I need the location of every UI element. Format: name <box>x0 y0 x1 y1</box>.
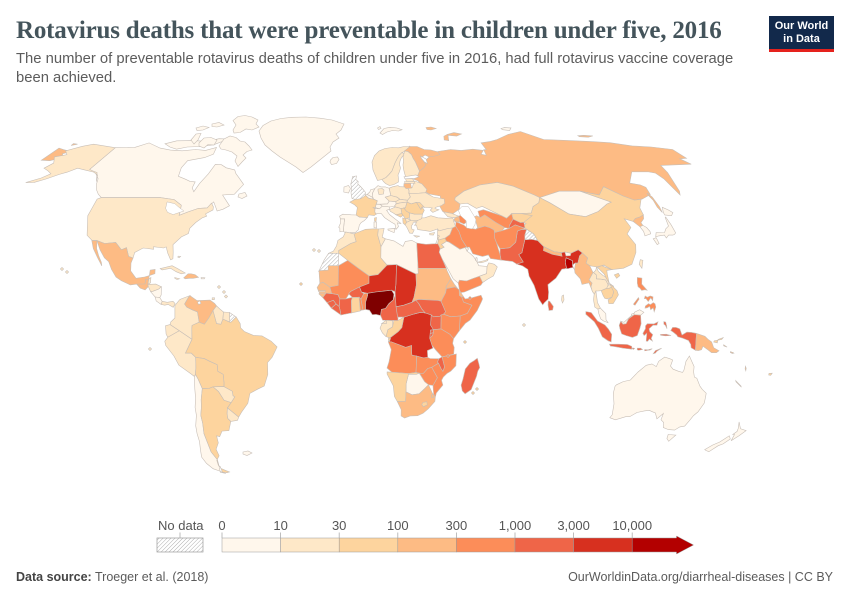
svg-text:3,000: 3,000 <box>557 518 590 533</box>
svg-text:300: 300 <box>446 518 468 533</box>
svg-text:100: 100 <box>387 518 409 533</box>
svg-text:No data: No data <box>158 518 204 533</box>
svg-text:10,000: 10,000 <box>612 518 652 533</box>
svg-text:1,000: 1,000 <box>499 518 532 533</box>
svg-text:10: 10 <box>273 518 287 533</box>
svg-text:30: 30 <box>332 518 346 533</box>
svg-text:0: 0 <box>218 518 225 533</box>
